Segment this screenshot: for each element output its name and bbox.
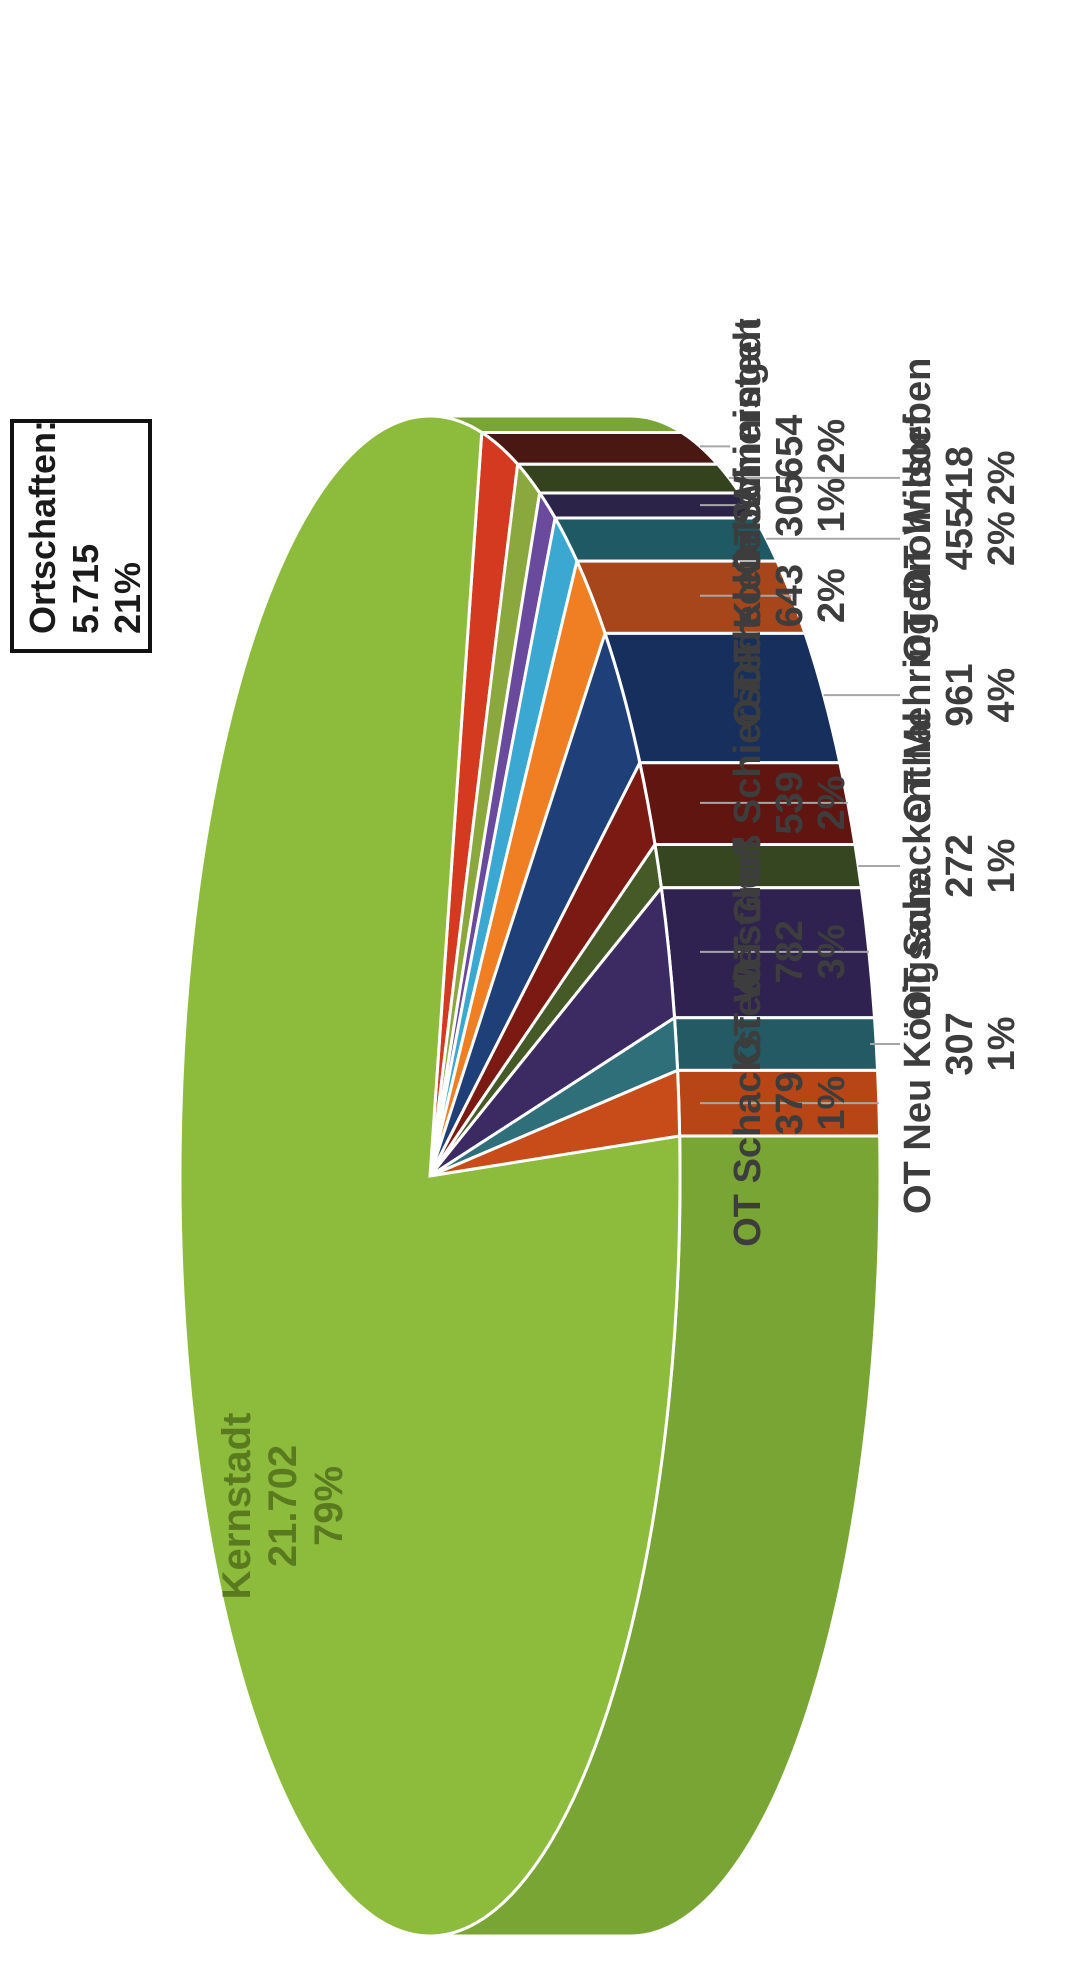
slice-label-2-0: OT Klein Schierstedt [727, 318, 769, 692]
slice-label-10-2: 1% [811, 1076, 853, 1131]
slice-label-6-2: 2% [811, 775, 853, 830]
slice-label-10-0: OT Schackstedt [727, 959, 769, 1247]
slice-label-6-1: 539 [769, 771, 811, 834]
slice-label-5-1: 961 [939, 663, 981, 726]
slice-side-1 [514, 462, 743, 495]
kernstadt-label-1: 21.702 [261, 1445, 305, 1567]
slice-label-0-1: 654 [769, 415, 811, 478]
slice-label-5-0: OT Mehringen [897, 567, 939, 822]
slice-label-8-0: OT Westdorf [727, 838, 769, 1066]
pie-sides [429, 414, 882, 1938]
slice-label-4-1: 643 [769, 564, 811, 627]
slice-label-7-0: OT Schackenthal [897, 712, 939, 1020]
slice-label-9-1: 307 [939, 1012, 981, 1075]
slice-label-3-2: 2% [981, 511, 1023, 566]
ortschaften-box-frame [10, 419, 152, 653]
slice-label-3-1: 455 [939, 507, 981, 570]
slice-label-1-0: OT Wilsleben [897, 358, 939, 598]
slice-label-5-2: 4% [981, 668, 1023, 723]
slice-labels: OT Winningen 654 2% OT Wilsleben 418 2%OT Kle… [215, 318, 1023, 1600]
slice-label-10-1: 379 [769, 1071, 811, 1134]
pie-tops [178, 414, 682, 1938]
leader-lines [699, 445, 900, 1105]
slice-label-2-1: 305 [769, 473, 811, 536]
ortschaften-box-value: 5.715 [65, 544, 106, 634]
slice-label-2-2: 1% [811, 478, 853, 533]
kernstadt-label-2: 79% [307, 1466, 351, 1546]
kernstadt-label-0: Kernstadt [215, 1413, 259, 1600]
slice-side-0 [476, 430, 722, 466]
slice-label-4-2: 2% [811, 568, 853, 623]
slice-side-9 [672, 1016, 880, 1072]
slice-label-0-0: OT Winningen [727, 318, 769, 575]
slice-label-9-2: 1% [981, 1017, 1023, 1072]
slice-side-5 [602, 631, 842, 765]
slice-label-6-0: OT Groß Schierstedt [727, 617, 769, 989]
slice-label-9-0: OT Neu Königsaue [897, 874, 939, 1214]
ortschaften-box: Ortschaften: 5.715 21% [10, 419, 152, 653]
slice-label-7-2: 1% [981, 839, 1023, 894]
ortschaften-box-title: Ortschaften: [22, 420, 63, 634]
slice-label-3-0: OT Drohndorf [897, 414, 939, 663]
slice-label-1-2: 2% [981, 450, 1023, 505]
slice-label-1-1: 418 [939, 446, 981, 509]
slice-label-0-2: 2% [811, 419, 853, 474]
slice-11 [178, 414, 682, 1938]
ortschaften-box-percent: 21% [107, 562, 148, 634]
slice-label-8-1: 782 [769, 920, 811, 983]
slice-label-4-0: OT Freckleben [727, 464, 769, 728]
slice-label-7-1: 272 [939, 834, 981, 897]
slice-label-8-2: 3% [811, 924, 853, 979]
